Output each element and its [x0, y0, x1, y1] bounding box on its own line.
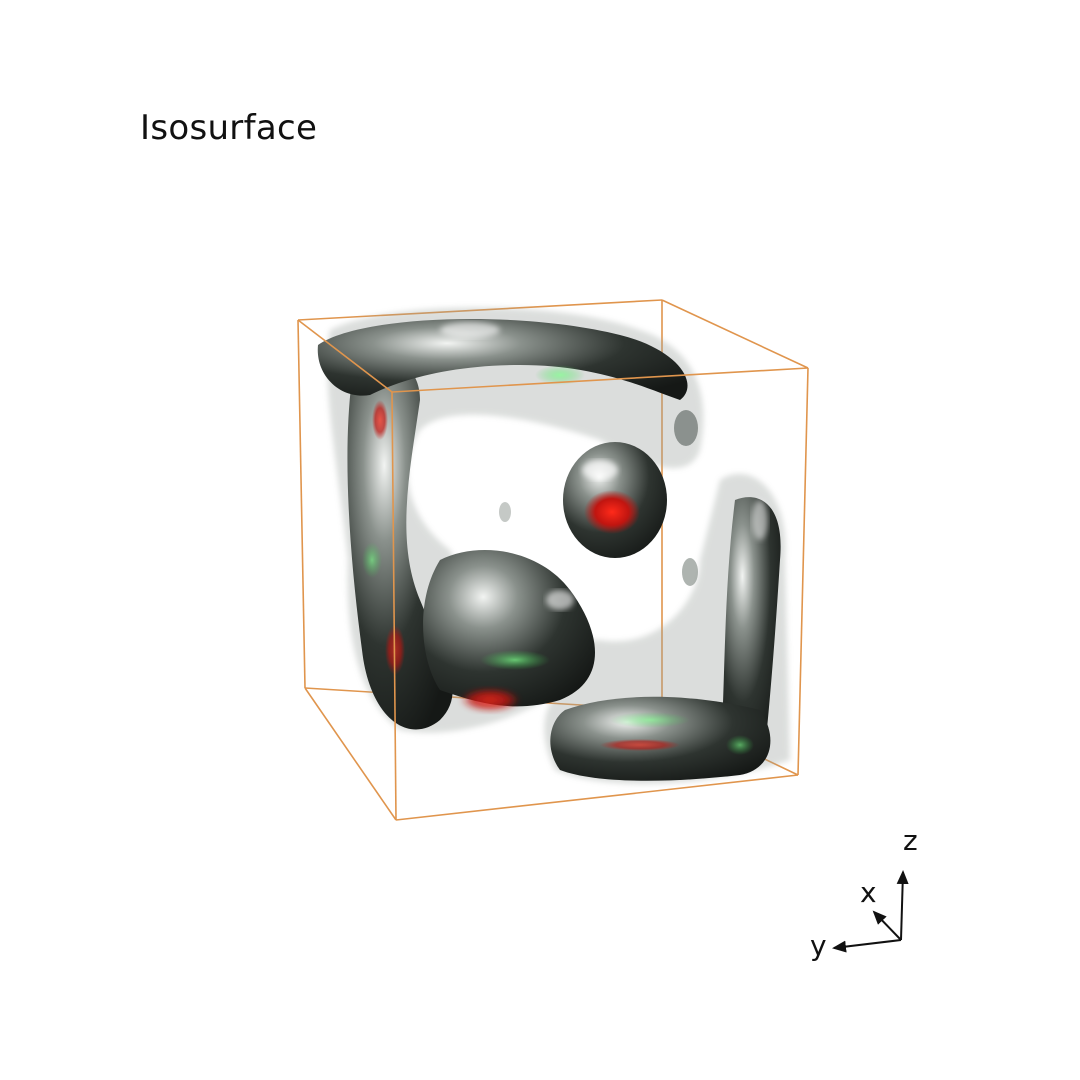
axis-z-line [896, 870, 909, 941]
axis-y-label: y [810, 929, 827, 962]
axis-x-label: x [860, 876, 877, 909]
right-arm [721, 497, 781, 761]
bounding-box-front [297, 319, 809, 821]
bottom-arm [550, 696, 771, 781]
axis-z-label: z [903, 824, 918, 857]
axis-y-line [832, 939, 902, 953]
plot-title: Isosurface [140, 108, 318, 148]
orientation-axes [832, 870, 909, 953]
top-arc [317, 318, 688, 400]
center-blob [423, 550, 595, 707]
axis-x-line [872, 910, 902, 941]
isosurface-body [317, 307, 790, 784]
